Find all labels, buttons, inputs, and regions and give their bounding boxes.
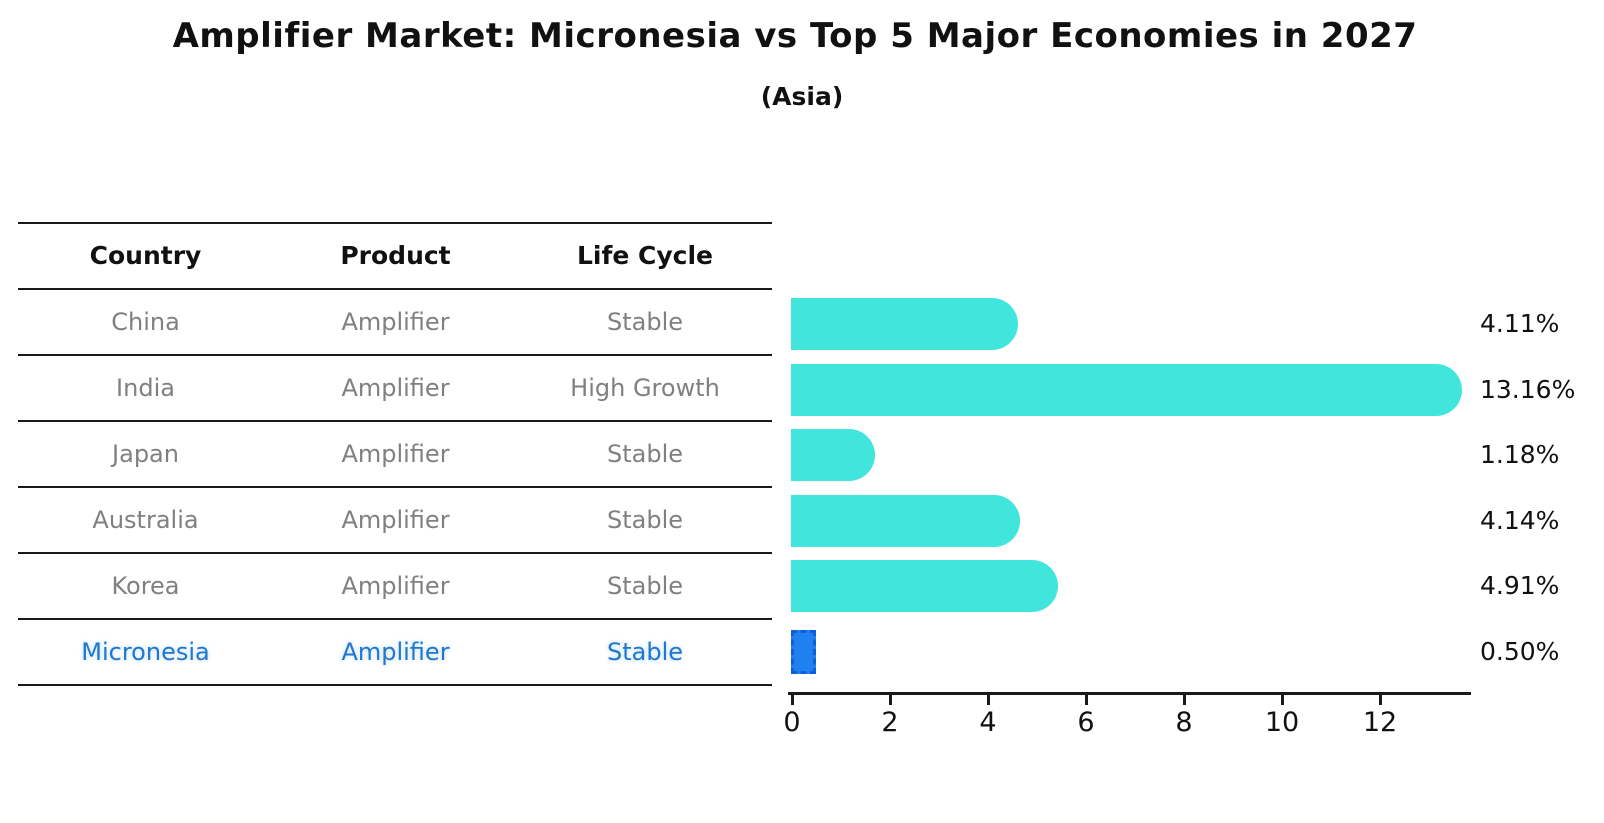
cell-life-cycle: Stable (606, 308, 684, 336)
x-tick-label: 8 (1175, 707, 1193, 738)
x-tick-label: 4 (979, 707, 997, 738)
cell-country: Micronesia (81, 638, 210, 666)
table-row-highlighted: Micronesia Amplifier Stable (18, 618, 772, 684)
page-title: Amplifier Market: Micronesia vs Top 5 Ma… (172, 16, 1418, 56)
country-table: Country Product Life Cycle China Amplifie… (18, 222, 772, 686)
cell-life-cycle: Stable (606, 506, 684, 534)
bar-value-label: 0.50% (1480, 636, 1560, 666)
bar-korea (791, 560, 1058, 612)
x-tick-label: 0 (783, 707, 801, 738)
bar-value-label: 4.11% (1480, 309, 1560, 338)
bar-australia (791, 494, 1020, 547)
x-tick (888, 695, 892, 705)
cell-product: Amplifier (341, 506, 450, 534)
cell-life-cycle: High Growth (570, 374, 720, 402)
column-header-product: Product (340, 241, 451, 270)
cell-product: Amplifier (341, 638, 450, 666)
table-row: China Amplifier Stable (18, 288, 772, 354)
cell-country: China (111, 308, 180, 336)
x-tick-label: 2 (881, 707, 899, 738)
cell-life-cycle: Stable (606, 572, 684, 600)
column-header-life-cycle: Life Cycle (576, 241, 714, 270)
table-header-row: Country Product Life Cycle (18, 222, 772, 288)
bar-china (791, 298, 1018, 350)
bar-japan (791, 429, 875, 481)
x-tick-label: 10 (1264, 707, 1300, 738)
x-axis (788, 692, 1471, 695)
bar-value-label: 4.14% (1480, 505, 1560, 535)
table-row: India Amplifier High Growth (18, 354, 772, 420)
cell-product: Amplifier (341, 440, 450, 468)
bar-value-label: 13.16% (1480, 374, 1576, 404)
cell-product: Amplifier (341, 572, 450, 600)
cell-country: Australia (92, 506, 199, 534)
x-tick (790, 695, 794, 705)
x-tick-label: 12 (1362, 707, 1398, 738)
x-tick (986, 695, 990, 705)
bar-value-label: 1.18% (1480, 440, 1560, 469)
x-tick (1280, 695, 1284, 705)
x-tick (1084, 695, 1088, 705)
cell-product: Amplifier (341, 308, 450, 336)
table-row: Korea Amplifier Stable (18, 552, 772, 618)
bar-micronesia (791, 629, 816, 674)
x-tick (1378, 695, 1382, 705)
x-tick (1182, 695, 1186, 705)
cell-country: India (116, 374, 175, 402)
cell-product: Amplifier (341, 374, 450, 402)
table-row: Australia Amplifier Stable (18, 486, 772, 552)
table-row: Japan Amplifier Stable (18, 420, 772, 486)
cell-country: Japan (112, 440, 179, 468)
column-header-country: Country (89, 241, 202, 270)
cell-country: Korea (111, 572, 180, 600)
bar-value-label: 4.91% (1480, 571, 1560, 600)
cell-life-cycle: Stable (606, 440, 684, 468)
page-subtitle: (Asia) (760, 82, 844, 111)
x-tick-label: 6 (1077, 707, 1095, 738)
bar-india (791, 363, 1462, 416)
cell-life-cycle: Stable (606, 638, 684, 666)
